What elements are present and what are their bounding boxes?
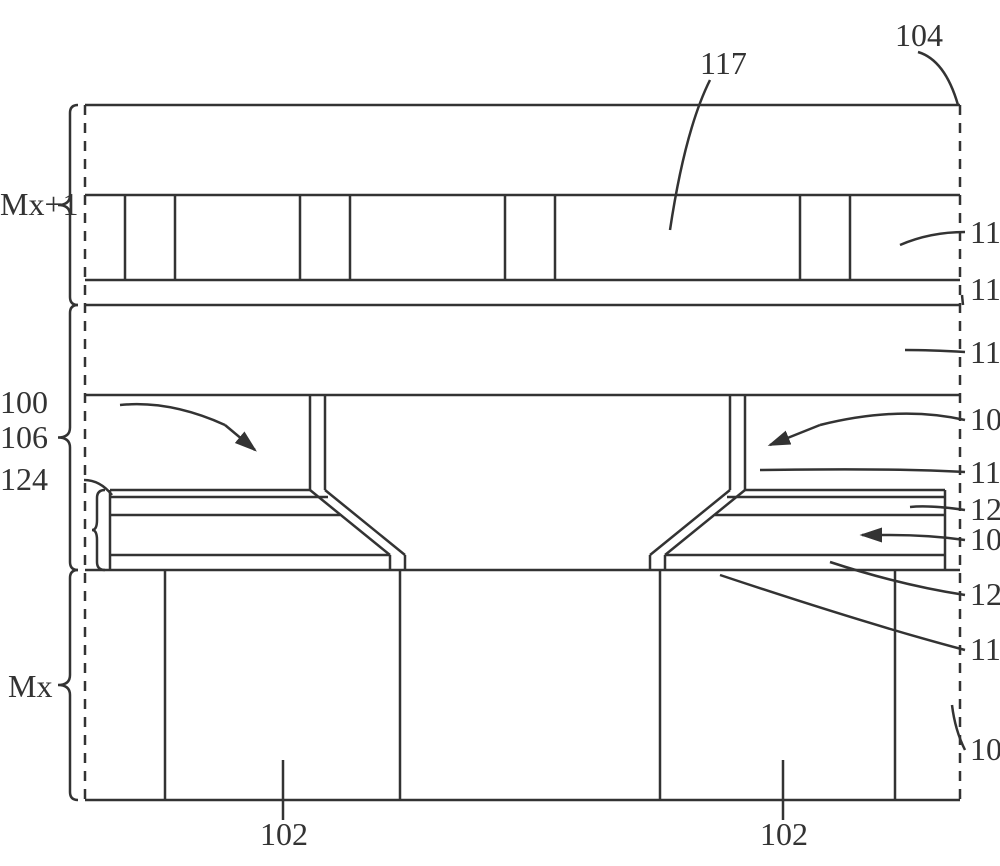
svg-text:124: 124 <box>0 461 48 497</box>
svg-text:102: 102 <box>760 816 808 852</box>
svg-text:120: 120 <box>970 576 1000 612</box>
svg-text:117: 117 <box>700 45 747 81</box>
svg-text:102: 102 <box>260 816 308 852</box>
svg-text:116: 116 <box>970 214 1000 250</box>
svg-text:118: 118 <box>970 631 1000 667</box>
svg-text:104: 104 <box>895 17 943 53</box>
cross-section-diagram: Mx+1106Mx1001241171041161141121001101221… <box>0 0 1000 866</box>
svg-text:105: 105 <box>970 731 1000 767</box>
svg-text:112: 112 <box>970 334 1000 370</box>
svg-text:110: 110 <box>970 454 1000 490</box>
svg-text:100: 100 <box>970 401 1000 437</box>
svg-text:114: 114 <box>970 271 1000 307</box>
svg-text:106: 106 <box>0 419 48 455</box>
svg-text:108: 108 <box>970 521 1000 557</box>
svg-text:Mx: Mx <box>8 668 52 704</box>
svg-text:100: 100 <box>0 384 48 420</box>
svg-text:Mx+1: Mx+1 <box>0 186 79 222</box>
